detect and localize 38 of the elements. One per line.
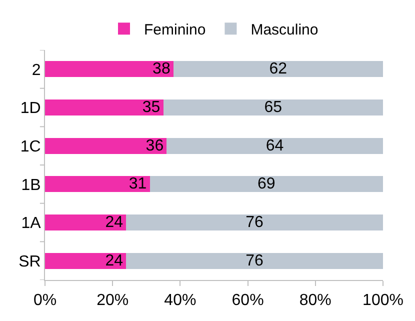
data-label: 64 <box>266 137 284 154</box>
bar <box>45 176 150 192</box>
data-label: 69 <box>257 176 276 193</box>
bar <box>163 99 383 116</box>
bar <box>45 252 126 269</box>
bar <box>166 138 383 154</box>
data-label: 24 <box>105 214 124 231</box>
x-tick-label: 60% <box>232 292 264 310</box>
x-tick-label: 80% <box>299 292 332 310</box>
data-label: 65 <box>264 99 282 116</box>
data-label: 35 <box>142 99 160 116</box>
bar <box>45 138 167 154</box>
data-label: 76 <box>246 252 264 270</box>
data-label: 62 <box>269 60 288 78</box>
bar <box>126 214 383 231</box>
bar <box>45 99 164 116</box>
bar <box>126 252 383 269</box>
y-tick-label: 2 <box>32 62 41 79</box>
y-tick-label: 1B <box>21 176 41 194</box>
bar <box>45 214 126 231</box>
bar <box>173 61 383 78</box>
data-label: 76 <box>246 214 264 231</box>
bar <box>45 61 174 78</box>
bar <box>150 176 383 192</box>
data-label: 24 <box>105 252 124 270</box>
y-tick-label: 1A <box>21 215 42 232</box>
y-tick-label: 1C <box>20 138 41 156</box>
x-tick-label: 40% <box>164 292 196 310</box>
data-label: 36 <box>146 137 164 154</box>
y-tick-label: SR <box>18 253 41 270</box>
data-label: 38 <box>152 60 170 78</box>
x-tick-label: 0% <box>33 292 57 310</box>
data-label: 31 <box>128 176 147 193</box>
x-tick-label: 100% <box>362 292 404 310</box>
legend-label: Feminino <box>144 22 206 38</box>
y-tick-label: 1D <box>20 100 41 118</box>
x-tick-label: 20% <box>96 292 129 310</box>
legend-label: Masculino <box>250 22 318 38</box>
